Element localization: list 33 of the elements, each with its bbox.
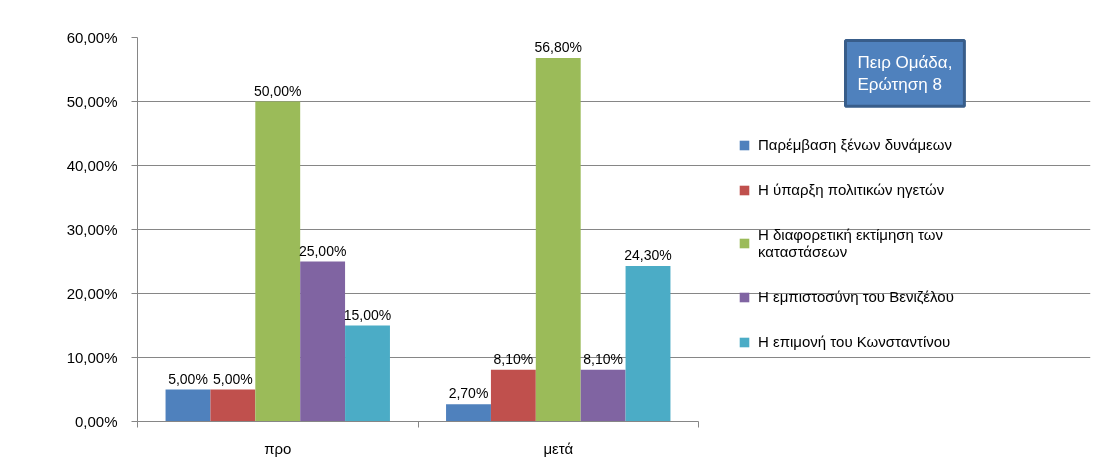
legend-label: Η επιμονή του Κωνσταντίνου	[758, 333, 951, 350]
bar	[165, 389, 211, 422]
x-tick-label: μετά	[543, 439, 574, 457]
y-tick-label: 50,00%	[66, 93, 118, 110]
text: Πειρ Ομάδα, Ερώτηση 8	[857, 52, 953, 95]
bar	[300, 261, 346, 422]
y-tick-label: 0,00%	[74, 413, 118, 430]
legend-label: Η διαφορετική εκτίμηση των καταστάσεων	[758, 226, 944, 260]
y-tick-label: 40,00%	[66, 157, 118, 174]
bar	[255, 101, 301, 422]
data-label: 24,30%	[624, 246, 672, 263]
data-label: 8,10%	[493, 350, 534, 367]
bar	[210, 389, 256, 422]
data-label: 50,00%	[254, 82, 302, 99]
y-tick-label: 10,00%	[66, 349, 118, 366]
y-tick-label: 20,00%	[66, 285, 118, 302]
data-label: 8,10%	[583, 350, 623, 367]
bar	[535, 57, 581, 422]
legend-label: Παρέμβαση ξένων δυνάμεων	[758, 136, 952, 153]
bar	[446, 404, 491, 422]
bar	[580, 369, 626, 422]
legend-label: Η ύπαρξη πολιτικών ηγετών	[758, 181, 945, 198]
y-tick-label: 30,00%	[66, 221, 118, 238]
data-label: 56,80%	[534, 38, 582, 55]
y-tick-label: 60,00%	[66, 29, 118, 46]
bar	[625, 265, 671, 422]
bar	[490, 369, 536, 422]
bar	[345, 325, 390, 422]
data-label: 5,00%	[168, 370, 208, 387]
x-tick-label: προ	[264, 439, 292, 457]
legend-label: Η εμπιστοσύνη του Βενιζέλου	[758, 288, 954, 305]
data-label: 5,00%	[213, 370, 253, 387]
data-label: 2,70%	[448, 385, 489, 402]
